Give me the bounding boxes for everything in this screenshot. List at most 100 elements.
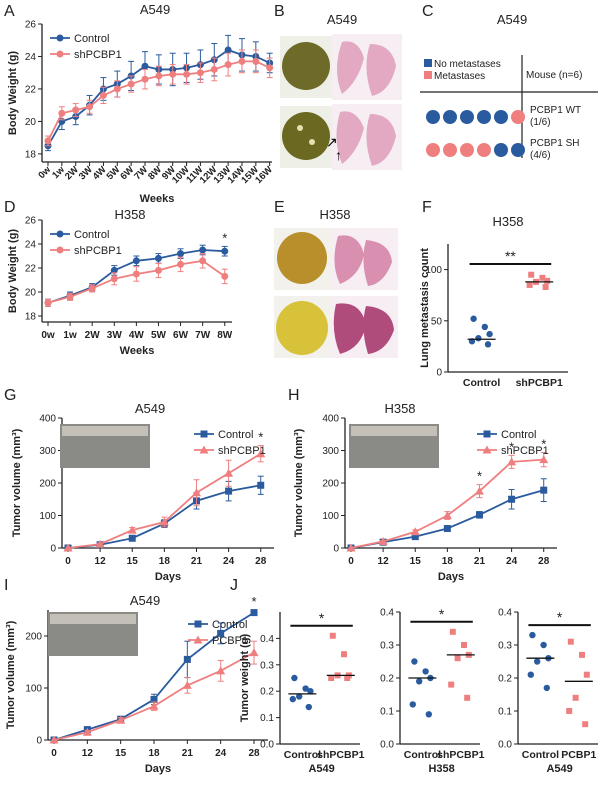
panel-letters: A B C D E F G H I J	[4, 3, 434, 594]
chart-title: H358	[114, 207, 145, 222]
data-point	[199, 246, 207, 254]
panel-letter-a: A	[4, 3, 15, 20]
group-label: A549	[308, 763, 334, 775]
tumor-photo-g	[60, 424, 150, 468]
panel-c-dot	[443, 143, 457, 157]
y-tick-label: 0.4	[498, 608, 512, 619]
x-tick-label: 18	[148, 748, 160, 759]
x-tick-label: 21	[182, 748, 194, 759]
data-point	[266, 64, 274, 72]
legend-label: shPCBP1	[501, 445, 549, 457]
significance-marker: *	[477, 469, 482, 484]
data-point	[526, 281, 533, 288]
x-tick-label: 15	[115, 748, 127, 759]
data-point	[216, 666, 226, 675]
data-point	[49, 735, 59, 744]
data-point	[183, 655, 191, 663]
y-tick-label: 100	[322, 511, 339, 522]
lung-photo-control-h358	[277, 232, 327, 284]
data-point	[224, 468, 234, 477]
legend-label: PCBP1	[212, 635, 248, 647]
data-point	[149, 701, 159, 710]
data-point	[475, 511, 483, 519]
data-point	[200, 430, 208, 438]
data-point	[56, 246, 64, 254]
data-point	[141, 75, 149, 83]
data-point	[210, 65, 218, 73]
chart-title: A549	[135, 401, 165, 416]
y-tick-label: 26	[25, 20, 37, 31]
chart-i: 0 100 200 Tumor volume (mm³) A549 0 12 15 18 21 24…	[5, 593, 268, 775]
data-point	[474, 486, 484, 495]
legend-swatch-metastases	[424, 71, 432, 79]
y-tick-label: 50	[431, 316, 443, 327]
x-tick-label: 12	[95, 556, 107, 567]
x-tick-label: 5W	[151, 330, 167, 341]
chart-title: A549	[130, 593, 160, 608]
data-point	[224, 61, 232, 69]
x-tick-label: 21	[474, 556, 486, 567]
panel-c-dot	[460, 143, 474, 157]
data-point	[572, 694, 579, 701]
x-tick-label: Control	[463, 377, 500, 389]
significance-marker: *	[258, 430, 263, 445]
data-point	[328, 675, 335, 681]
y-tick-label: 18	[25, 149, 37, 160]
legend-label: Control	[212, 619, 247, 631]
data-point	[329, 632, 336, 639]
data-point	[132, 257, 140, 265]
y-axis-label: Lung metastasis count	[419, 248, 431, 368]
panel-letter-i: I	[4, 577, 8, 594]
data-point	[540, 486, 548, 494]
data-point	[344, 675, 351, 681]
panel-b-title: A549	[327, 12, 357, 27]
data-point	[66, 293, 74, 301]
x-axis-label: Days	[438, 571, 464, 583]
data-point	[296, 693, 303, 700]
x-tick-label: 8W	[217, 330, 233, 341]
data-point	[422, 668, 429, 675]
y-tick-label: 24	[25, 240, 37, 251]
data-point	[475, 335, 482, 342]
y-tick-label: 18	[25, 312, 37, 323]
data-point	[128, 534, 136, 542]
data-point	[411, 533, 419, 541]
data-point	[579, 651, 585, 658]
panel-c-title: A549	[497, 12, 527, 27]
data-point	[82, 727, 92, 736]
data-point	[116, 715, 126, 724]
y-tick-label: 0.2	[380, 674, 394, 685]
chart-d: 18 20 22 24 26 Body Weight (g) H358 0w 1w 2W 3W 4W 5…	[7, 207, 233, 357]
data-point	[250, 609, 258, 617]
data-point	[409, 701, 416, 708]
data-point	[289, 695, 296, 703]
significance-marker: *	[509, 439, 514, 454]
chart-title: H358	[384, 401, 415, 416]
data-point	[449, 628, 456, 635]
y-tick-label: 0.1	[260, 713, 274, 724]
x-tick-label: 0	[51, 748, 57, 759]
data-point	[257, 481, 265, 489]
y-tick-label: 200	[39, 479, 56, 490]
data-point	[583, 671, 590, 678]
data-point	[110, 266, 118, 274]
panel-c-dot	[477, 110, 491, 124]
x-tick-label: shPCBP1	[317, 749, 364, 761]
data-point	[177, 250, 185, 258]
data-point	[224, 46, 232, 54]
x-tick-label: Control	[404, 749, 441, 761]
panel-c-dot	[460, 110, 474, 124]
data-point	[305, 703, 312, 711]
y-tick-label: 22	[25, 84, 37, 95]
data-point	[127, 525, 137, 534]
group-label: A549	[546, 763, 572, 775]
legend-label: Control	[218, 429, 253, 441]
data-point	[582, 721, 589, 728]
data-point	[543, 684, 550, 692]
data-point	[196, 69, 204, 77]
data-point	[72, 106, 80, 114]
data-point	[58, 109, 66, 117]
data-point	[540, 641, 547, 649]
panel-letter-h: H	[288, 387, 300, 404]
